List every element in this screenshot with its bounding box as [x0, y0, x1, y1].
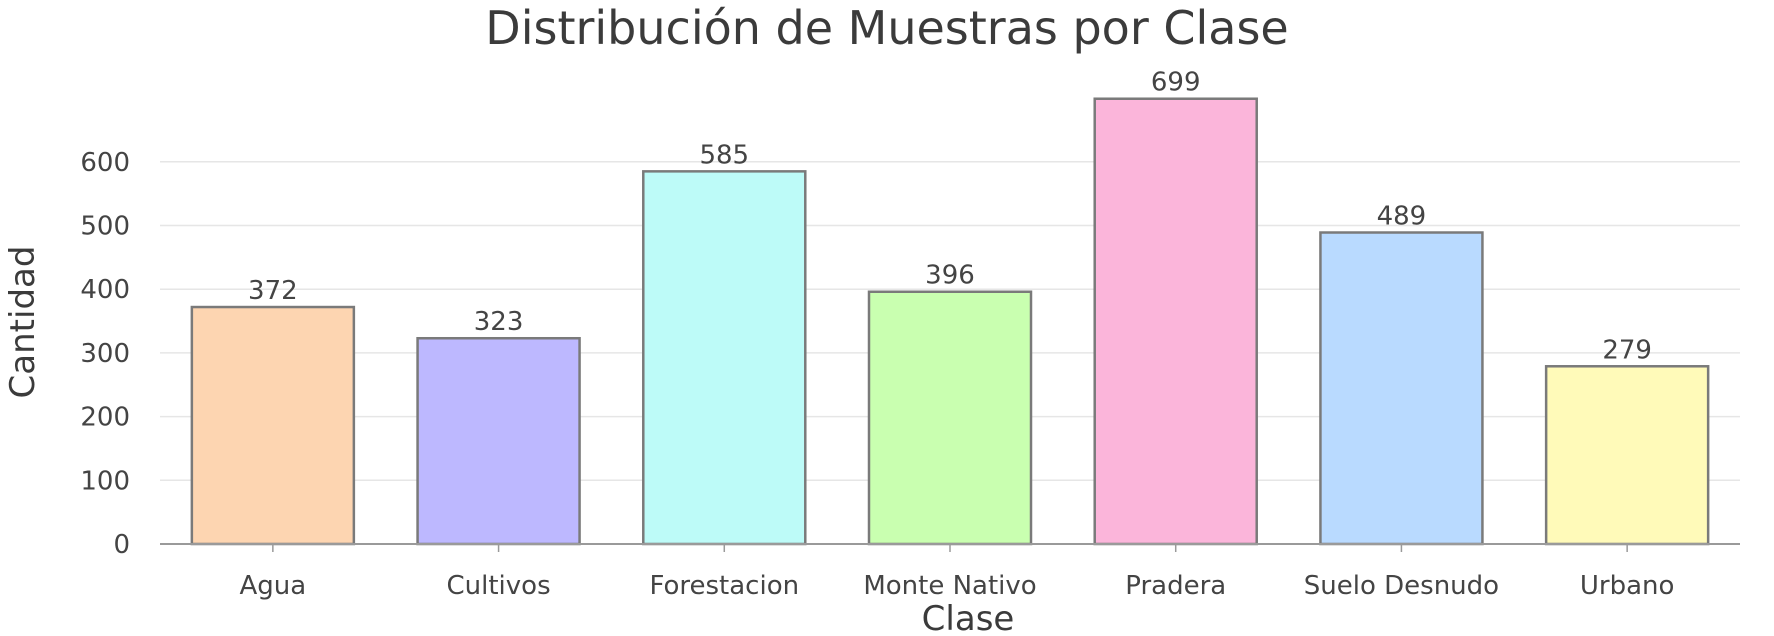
x-tick-label: Monte Nativo — [863, 571, 1036, 601]
x-tick-label: Agua — [240, 571, 307, 601]
y-tick-label: 100 — [80, 466, 130, 496]
chart-title: Distribución de Muestras por Clase — [485, 1, 1288, 55]
x-tick-label: Pradera — [1125, 571, 1226, 601]
bar-forestacion — [642, 170, 807, 546]
y-tick-label: 200 — [80, 403, 130, 433]
bar-monte-nativo — [867, 290, 1033, 546]
data-label: 699 — [1151, 68, 1201, 98]
x-tick-label: Urbano — [1580, 571, 1675, 601]
y-tick-label: 600 — [80, 148, 130, 178]
x-axis-ticks: Agua Cultivos Forestacion Monte Nativo Prade… — [240, 544, 1675, 601]
bar-urbano — [1544, 365, 1710, 546]
bar-suelo-desnudo — [1319, 231, 1484, 546]
bar-cultivos — [416, 336, 581, 546]
y-axis-ticks: 0 100 200 300 400 500 600 — [80, 148, 130, 560]
bars — [190, 97, 1710, 546]
y-tick-label: 500 — [80, 212, 130, 242]
x-axis-title: Clase — [922, 599, 1015, 636]
bar-agua — [190, 305, 356, 546]
bar-pradera — [1093, 97, 1258, 546]
x-tick-label: Cultivos — [447, 571, 551, 601]
data-label: 323 — [474, 307, 524, 337]
y-tick-label: 400 — [80, 275, 130, 305]
x-tick-label: Suelo Desnudo — [1304, 571, 1499, 601]
data-label: 489 — [1377, 202, 1427, 232]
y-tick-label: 300 — [80, 339, 130, 369]
x-tick-label: Forestacion — [649, 571, 799, 601]
data-label: 279 — [1602, 335, 1652, 365]
data-label: 372 — [248, 276, 298, 306]
y-tick-label: 0 — [113, 530, 130, 560]
data-label: 585 — [699, 140, 749, 170]
y-axis-title: Cantidad — [3, 246, 43, 399]
data-label: 396 — [925, 261, 975, 291]
value-labels: 372 323 585 396 699 489 279 — [248, 68, 1652, 366]
